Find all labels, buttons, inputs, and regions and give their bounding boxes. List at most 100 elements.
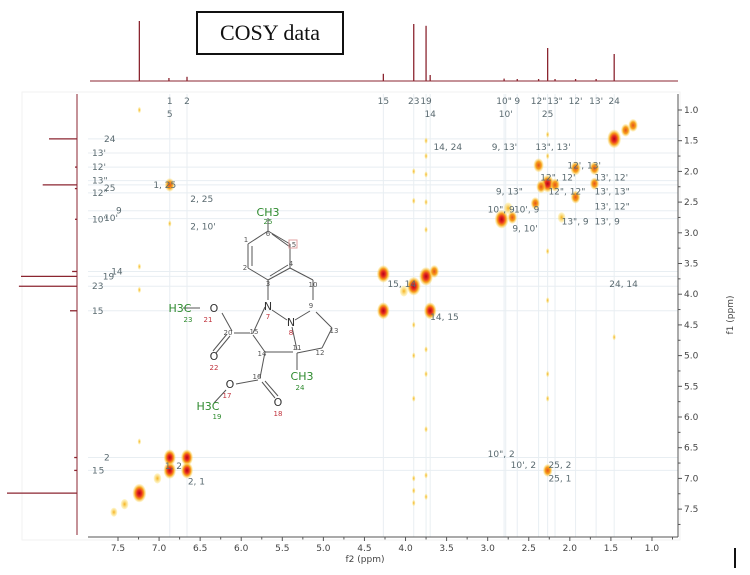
molecule-atom: O xyxy=(210,302,219,315)
left-atom-label: 9 xyxy=(116,207,122,217)
top-atom-label: 12" xyxy=(531,97,547,107)
cross-peak-label: 13', 9 xyxy=(594,218,620,228)
cross-peak-label: 10", 2 xyxy=(488,450,515,460)
x-tick-label: 5.5 xyxy=(275,544,289,554)
cross-peak-label: 13", 13' xyxy=(535,143,570,153)
cross-peak-label: 10", 9 xyxy=(488,205,515,215)
cross-peak xyxy=(424,302,437,320)
cross-peak-label: 9, 10' xyxy=(512,225,537,235)
y-tick-label: 2.5 xyxy=(684,198,698,208)
faint-cross-peak xyxy=(137,107,141,113)
molecule-atom-number: 15 xyxy=(250,328,259,336)
cross-peak-label: 2, 1 xyxy=(188,477,205,487)
faint-cross-peak xyxy=(412,168,416,175)
cross-peak xyxy=(621,123,631,137)
left-atom-label: 5 xyxy=(99,466,105,476)
faint-cross-peak xyxy=(412,197,416,204)
top-atom-label: 14 xyxy=(424,110,436,120)
faint-cross-peak xyxy=(424,472,428,479)
faint-cross-peak xyxy=(546,248,550,255)
molecule-atom-number: 20 xyxy=(224,329,233,337)
top-atom-label: 5 xyxy=(167,110,173,120)
molecule-atom: N xyxy=(264,300,272,313)
y-tick-label: 6.5 xyxy=(684,444,698,454)
left-atom-label: 13' xyxy=(92,149,106,159)
molecule-atom: O xyxy=(210,350,219,363)
left-atom-label: 24 xyxy=(104,135,116,145)
faint-cross-peak xyxy=(412,321,416,328)
cross-peak-label: 9, 13" xyxy=(496,188,523,198)
faint-cross-peak xyxy=(546,395,550,402)
y-tick-label: 1.0 xyxy=(684,106,699,116)
molecule-atom-number: 24 xyxy=(296,384,305,392)
molecule-atom: O xyxy=(274,396,283,409)
top-atom-label: 1 xyxy=(167,97,173,107)
x-tick-label: 3.0 xyxy=(481,544,496,554)
cross-peak-label: 13', 12" xyxy=(594,202,629,212)
y-tick-label: 4.5 xyxy=(684,321,698,331)
left-atom-label: 15 xyxy=(92,307,103,317)
y-axis-label: f1 (ppm) xyxy=(726,296,736,335)
molecule-atom-number: 1 xyxy=(244,236,248,244)
molecule-atom: H3C xyxy=(197,400,220,413)
molecule-atom-number: 6 xyxy=(266,230,271,238)
molecule-atom-number: 5 xyxy=(292,241,296,249)
molecule-atom-number: 13 xyxy=(330,327,339,335)
cross-peak xyxy=(533,158,544,173)
x-tick-label: 2.0 xyxy=(563,544,578,554)
y-tick-label: 4.0 xyxy=(684,290,699,300)
molecule-atom: O xyxy=(226,378,235,391)
y-tick-label: 3.5 xyxy=(684,260,698,270)
left-atom-label: 10" xyxy=(92,215,108,225)
faint-cross-peak xyxy=(412,352,416,359)
cross-peak xyxy=(163,462,176,479)
left-atom-label: 19 xyxy=(103,272,115,282)
cross-peak-label: 12", 12" xyxy=(548,188,585,198)
x-tick-label: 5.0 xyxy=(316,544,331,554)
x-tick-label: 1.5 xyxy=(604,544,618,554)
molecule-atom-number: 17 xyxy=(223,392,232,400)
molecule-atom: H3C xyxy=(169,302,192,315)
cross-peak-label: 1, 2 xyxy=(165,462,182,472)
x-tick-label: 6.0 xyxy=(234,544,249,554)
x-axis-label: f2 (ppm) xyxy=(346,555,385,565)
top-atom-label: 13' xyxy=(589,97,603,107)
faint-cross-peak xyxy=(546,371,550,378)
cross-peak-label: 13", 9 xyxy=(562,218,589,228)
cross-peak-label: 12", 12' xyxy=(540,174,575,184)
molecule-atom-number: 22 xyxy=(210,364,219,372)
cross-peak-label: 13', 13" xyxy=(594,188,629,198)
y-tick-label: 3.0 xyxy=(684,229,699,239)
cross-peak xyxy=(153,473,162,484)
y-tick-label: 1.5 xyxy=(684,137,698,147)
cross-peak xyxy=(181,449,193,466)
molecule-atom: N xyxy=(287,316,295,329)
top-atom-label: 13" xyxy=(547,97,563,107)
cross-peak-label: 9, 13' xyxy=(492,143,517,153)
cross-peak xyxy=(406,277,421,296)
cross-peak-label: 2, 10' xyxy=(190,223,215,233)
x-tick-label: 7.5 xyxy=(111,544,125,554)
x-tick-label: 1.0 xyxy=(645,544,660,554)
cross-peaks xyxy=(110,107,638,517)
faint-cross-peak xyxy=(424,493,428,500)
cross-peak-label: 25, 2 xyxy=(548,461,571,471)
cross-peak xyxy=(607,129,621,149)
cross-peak xyxy=(530,197,540,210)
faint-cross-peak xyxy=(424,137,428,144)
top-atom-label: 19 xyxy=(420,97,432,107)
faint-cross-peak xyxy=(424,199,428,206)
cross-peak xyxy=(164,178,175,192)
y-tick-label: 7.0 xyxy=(684,474,699,484)
cross-peak xyxy=(507,211,517,224)
left-atom-label: 1 xyxy=(92,466,98,476)
cross-peak xyxy=(536,180,546,194)
cross-peak-label: 1, 25 xyxy=(153,181,176,191)
top-atom-label: 10" xyxy=(496,97,512,107)
cross-peak xyxy=(542,464,553,477)
left-atom-label: 12" xyxy=(92,189,108,199)
faint-cross-peak xyxy=(424,153,428,160)
axes: 7.5 7.0 6.5 6.0 5.5 5.0 4.5 4.0 3.5 3.0 2.5 2.0 1.5 1… xyxy=(88,94,736,565)
